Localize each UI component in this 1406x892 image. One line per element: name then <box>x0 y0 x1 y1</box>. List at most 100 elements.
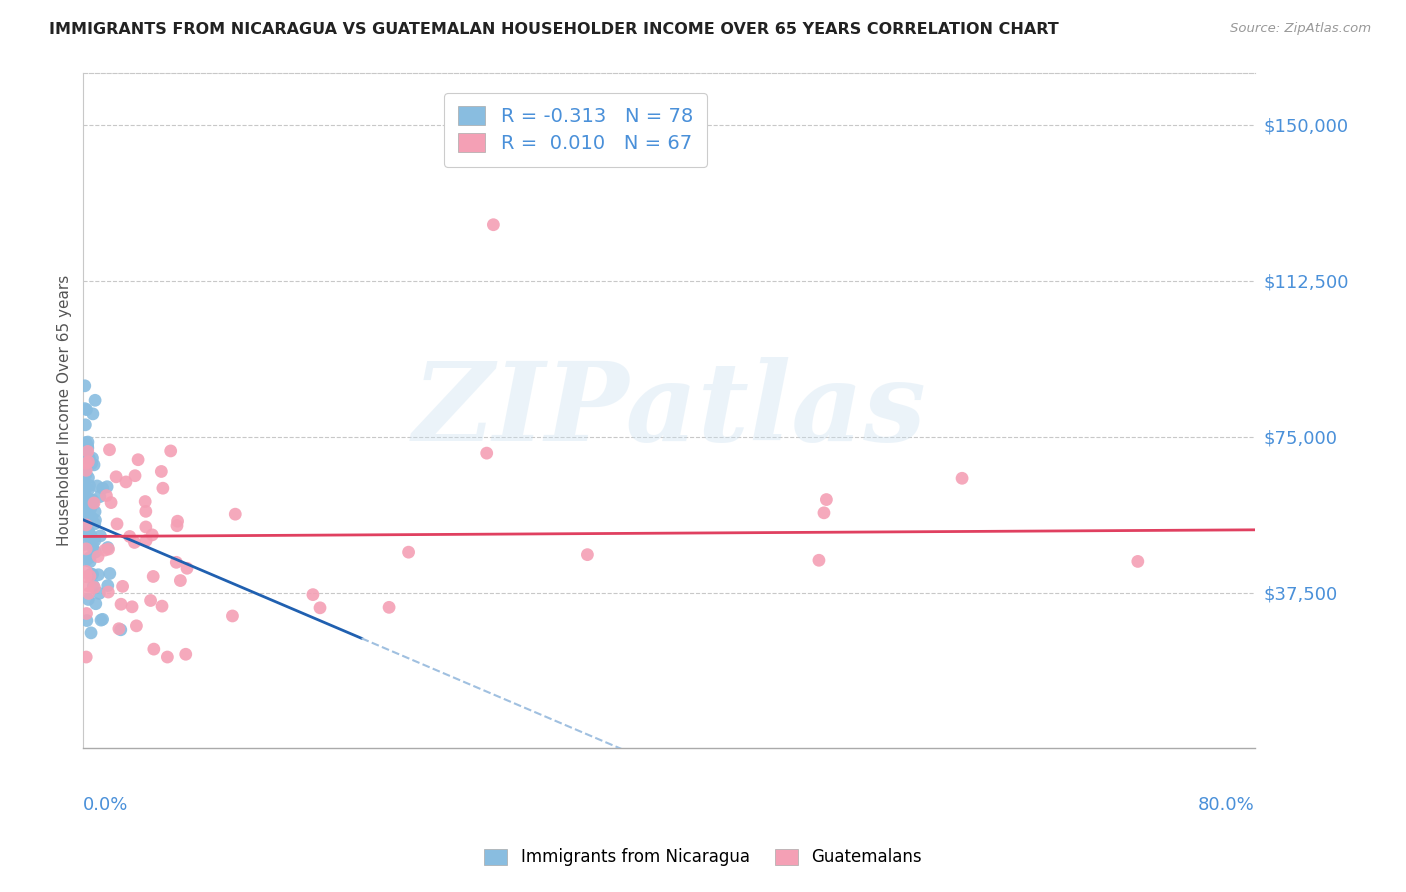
Point <box>84 597 107 611</box>
Point <box>89 529 111 543</box>
Point <box>79 555 101 569</box>
Point <box>73 462 96 476</box>
Point <box>121 599 143 614</box>
Point <box>105 516 128 531</box>
Point <box>79 550 101 565</box>
Point <box>124 468 146 483</box>
Point <box>176 561 198 575</box>
Point <box>77 450 100 464</box>
Text: IMMIGRANTS FROM NICARAGUA VS GUATEMALAN HOUSEHOLDER INCOME OVER 65 YEARS CORRELA: IMMIGRANTS FROM NICARAGUA VS GUATEMALAN … <box>49 22 1059 37</box>
Point <box>75 541 97 556</box>
Point <box>124 535 146 549</box>
Point <box>813 506 835 520</box>
Point <box>135 504 157 518</box>
Point <box>125 619 148 633</box>
Text: 0.0%: 0.0% <box>83 796 129 814</box>
Point <box>950 471 973 485</box>
Point <box>83 533 105 548</box>
Point <box>79 531 101 545</box>
Y-axis label: Householder Income Over 65 years: Householder Income Over 65 years <box>58 275 72 547</box>
Point <box>111 579 134 593</box>
Point <box>96 489 118 503</box>
Point <box>75 467 97 481</box>
Point <box>73 450 96 464</box>
Point <box>134 494 156 508</box>
Point <box>97 541 120 555</box>
Point <box>80 457 103 471</box>
Point <box>118 529 141 543</box>
Point <box>82 451 104 466</box>
Point <box>73 438 96 452</box>
Point <box>302 588 325 602</box>
Point <box>83 458 105 472</box>
Point <box>97 585 120 599</box>
Point <box>108 622 131 636</box>
Point <box>80 529 103 543</box>
Point <box>77 483 100 497</box>
Point <box>77 579 100 593</box>
Point <box>73 401 96 416</box>
Point <box>80 498 103 512</box>
Point <box>80 567 103 582</box>
Point <box>135 520 157 534</box>
Point <box>83 581 105 595</box>
Point <box>94 543 117 558</box>
Point <box>77 586 100 600</box>
Point <box>105 470 128 484</box>
Point <box>86 479 108 493</box>
Legend: R = -0.313   N = 78, R =  0.010   N = 67: R = -0.313 N = 78, R = 0.010 N = 67 <box>444 93 707 167</box>
Point <box>97 578 120 592</box>
Point <box>87 567 110 582</box>
Point <box>87 549 110 564</box>
Point <box>75 565 97 579</box>
Point <box>73 502 96 516</box>
Point <box>166 514 188 528</box>
Point <box>150 599 173 614</box>
Point <box>156 650 179 665</box>
Point <box>84 505 107 519</box>
Legend: Immigrants from Nicaragua, Guatemalans: Immigrants from Nicaragua, Guatemalans <box>478 842 928 873</box>
Point <box>83 516 105 531</box>
Point <box>141 528 163 542</box>
Point <box>80 626 103 640</box>
Point <box>79 478 101 492</box>
Point <box>77 435 100 450</box>
Text: Source: ZipAtlas.com: Source: ZipAtlas.com <box>1230 22 1371 36</box>
Point <box>139 593 162 607</box>
Point <box>73 527 96 541</box>
Point <box>79 492 101 507</box>
Point <box>75 456 97 470</box>
Point <box>75 463 97 477</box>
Point <box>82 407 104 421</box>
Point <box>482 218 505 232</box>
Point <box>89 490 111 504</box>
Point <box>135 533 157 548</box>
Point <box>75 458 97 472</box>
Point <box>77 455 100 469</box>
Point <box>75 553 97 567</box>
Point <box>77 592 100 607</box>
Point <box>79 451 101 466</box>
Point <box>76 444 98 458</box>
Point <box>96 480 118 494</box>
Point <box>77 493 100 508</box>
Point <box>84 393 107 408</box>
Point <box>75 435 97 450</box>
Point <box>75 491 97 505</box>
Point <box>142 642 165 657</box>
Point <box>82 579 104 593</box>
Point <box>98 442 121 457</box>
Point <box>378 600 401 615</box>
Point <box>152 481 174 495</box>
Point <box>73 450 96 464</box>
Point <box>79 569 101 583</box>
Point <box>115 475 138 489</box>
Point <box>73 379 96 393</box>
Point <box>82 493 104 508</box>
Point <box>475 446 498 460</box>
Point <box>110 623 132 637</box>
Point <box>73 508 96 523</box>
Point <box>82 567 104 582</box>
Point <box>142 569 165 583</box>
Point <box>127 452 149 467</box>
